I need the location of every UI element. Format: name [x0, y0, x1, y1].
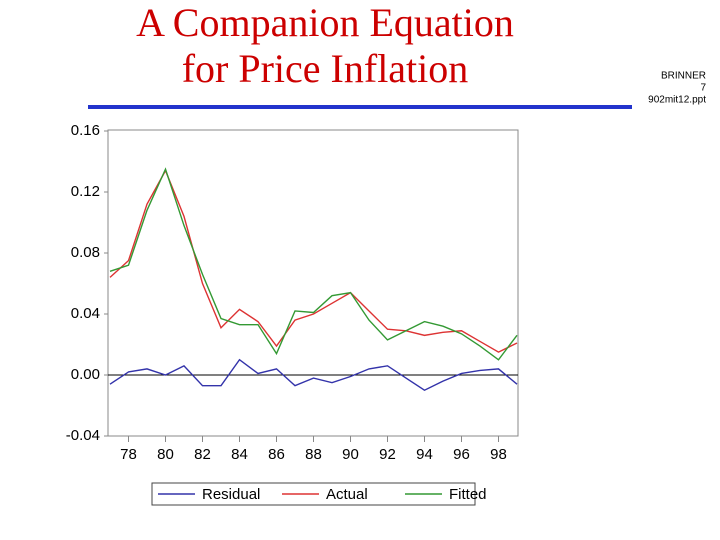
x-tick-label: 86 [268, 446, 285, 463]
x-tick-label: 78 [120, 446, 137, 463]
note: 902mit12.ppt [648, 95, 706, 106]
series-line [109, 358, 518, 392]
x-tick-label: 98 [490, 446, 507, 463]
series-line [109, 167, 518, 361]
x-tick-label: 92 [379, 446, 396, 463]
y-tick-label: 0.08 [71, 244, 100, 261]
y-tick-label: 0.16 [71, 122, 100, 139]
y-tick-label: -0.04 [66, 427, 100, 444]
x-tick-label: 84 [231, 446, 248, 463]
x-tick-label: 80 [157, 446, 174, 463]
y-tick-label: 0.12 [71, 183, 100, 200]
legend-label: Fitted [449, 486, 487, 503]
x-tick-label: 94 [416, 446, 433, 463]
x-tick-label: 90 [342, 446, 359, 463]
note: 7 [700, 83, 706, 94]
x-tick-label: 96 [453, 446, 470, 463]
legend-label: Residual [202, 486, 260, 503]
note: BRINNER [661, 71, 706, 82]
title-line: for Price Inflation [182, 46, 469, 91]
x-tick-label: 82 [194, 446, 211, 463]
series-line [109, 169, 518, 353]
x-tick-label: 88 [305, 446, 322, 463]
y-tick-label: 0.04 [71, 305, 100, 322]
title-line: A Companion Equation [136, 0, 514, 45]
y-tick-label: 0.00 [71, 366, 100, 383]
legend-label: Actual [326, 486, 368, 503]
plot-frame [107, 129, 519, 437]
